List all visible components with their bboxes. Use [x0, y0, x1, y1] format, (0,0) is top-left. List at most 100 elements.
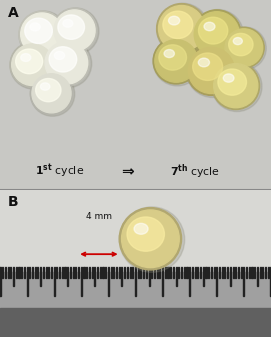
Ellipse shape	[159, 5, 205, 52]
Bar	[105, 267, 106, 278]
Ellipse shape	[30, 72, 75, 116]
Ellipse shape	[119, 208, 182, 270]
Ellipse shape	[153, 38, 199, 84]
Ellipse shape	[164, 50, 175, 58]
Ellipse shape	[19, 11, 67, 59]
Bar	[127, 267, 128, 278]
Ellipse shape	[188, 48, 234, 93]
Bar	[5, 267, 6, 278]
Ellipse shape	[159, 45, 186, 70]
Text: $\mathbf{7^{th}}$ cycle: $\mathbf{7^{th}}$ cycle	[170, 162, 220, 181]
Bar	[135, 267, 136, 296]
Bar	[149, 267, 150, 286]
Ellipse shape	[186, 45, 236, 95]
Bar	[102, 267, 104, 278]
Bar	[43, 267, 44, 278]
Bar	[262, 267, 263, 278]
Text: ⇒: ⇒	[121, 164, 134, 179]
Bar	[200, 267, 201, 278]
Ellipse shape	[25, 18, 52, 43]
Bar	[195, 267, 196, 278]
Ellipse shape	[212, 61, 262, 112]
Bar	[211, 267, 212, 278]
Bar	[113, 267, 114, 278]
Bar	[111, 267, 112, 278]
Ellipse shape	[229, 33, 253, 56]
Bar	[146, 267, 147, 278]
Ellipse shape	[43, 39, 92, 88]
Ellipse shape	[169, 16, 180, 25]
Bar	[251, 267, 253, 278]
Ellipse shape	[30, 23, 40, 31]
Ellipse shape	[218, 69, 247, 95]
Bar	[260, 267, 261, 278]
Bar	[8, 267, 9, 278]
Bar	[235, 267, 236, 278]
Bar	[86, 267, 87, 278]
Ellipse shape	[233, 37, 242, 45]
Bar	[64, 267, 66, 278]
Ellipse shape	[52, 8, 99, 55]
Ellipse shape	[16, 49, 43, 74]
Bar	[40, 267, 41, 286]
Bar	[265, 267, 266, 278]
Bar	[56, 267, 57, 278]
Bar	[138, 267, 139, 278]
Bar	[181, 267, 182, 278]
Bar	[238, 267, 239, 278]
Bar	[143, 267, 144, 278]
Bar	[59, 267, 60, 278]
Bar	[100, 267, 101, 278]
Ellipse shape	[40, 83, 50, 90]
Bar	[0, 190, 271, 267]
Bar	[157, 267, 158, 278]
Ellipse shape	[30, 72, 73, 115]
Bar	[13, 267, 14, 286]
Text: B: B	[8, 195, 19, 209]
Bar	[170, 267, 171, 278]
Bar	[2, 267, 3, 278]
Ellipse shape	[157, 4, 207, 54]
Ellipse shape	[199, 17, 228, 44]
Bar	[227, 267, 228, 278]
Bar	[140, 267, 141, 278]
Bar	[219, 267, 220, 278]
Ellipse shape	[54, 52, 65, 60]
Bar	[205, 267, 207, 278]
Bar	[184, 267, 185, 278]
Ellipse shape	[49, 47, 77, 72]
Bar	[233, 267, 234, 278]
Bar	[24, 267, 25, 278]
Ellipse shape	[45, 41, 88, 84]
Bar	[173, 267, 174, 278]
Ellipse shape	[10, 42, 55, 87]
Bar	[208, 267, 209, 278]
Ellipse shape	[122, 210, 179, 268]
Bar	[73, 267, 74, 278]
Bar	[54, 267, 55, 296]
Ellipse shape	[225, 29, 263, 66]
Ellipse shape	[224, 27, 264, 68]
Bar	[224, 267, 225, 278]
Ellipse shape	[54, 10, 95, 51]
Bar	[92, 267, 93, 278]
Bar	[246, 267, 247, 278]
Bar	[29, 267, 30, 278]
Ellipse shape	[19, 11, 65, 57]
Ellipse shape	[193, 53, 222, 81]
Bar	[94, 267, 95, 286]
Ellipse shape	[204, 22, 215, 31]
Bar	[230, 267, 231, 286]
Ellipse shape	[194, 12, 239, 57]
Bar	[162, 267, 163, 296]
Bar	[165, 267, 166, 278]
Bar	[48, 267, 49, 278]
Bar	[62, 267, 63, 278]
Ellipse shape	[10, 42, 57, 89]
Ellipse shape	[186, 45, 239, 97]
Bar	[124, 267, 125, 278]
Bar	[189, 267, 190, 296]
Ellipse shape	[155, 40, 198, 82]
Ellipse shape	[192, 10, 241, 59]
Ellipse shape	[127, 217, 164, 251]
